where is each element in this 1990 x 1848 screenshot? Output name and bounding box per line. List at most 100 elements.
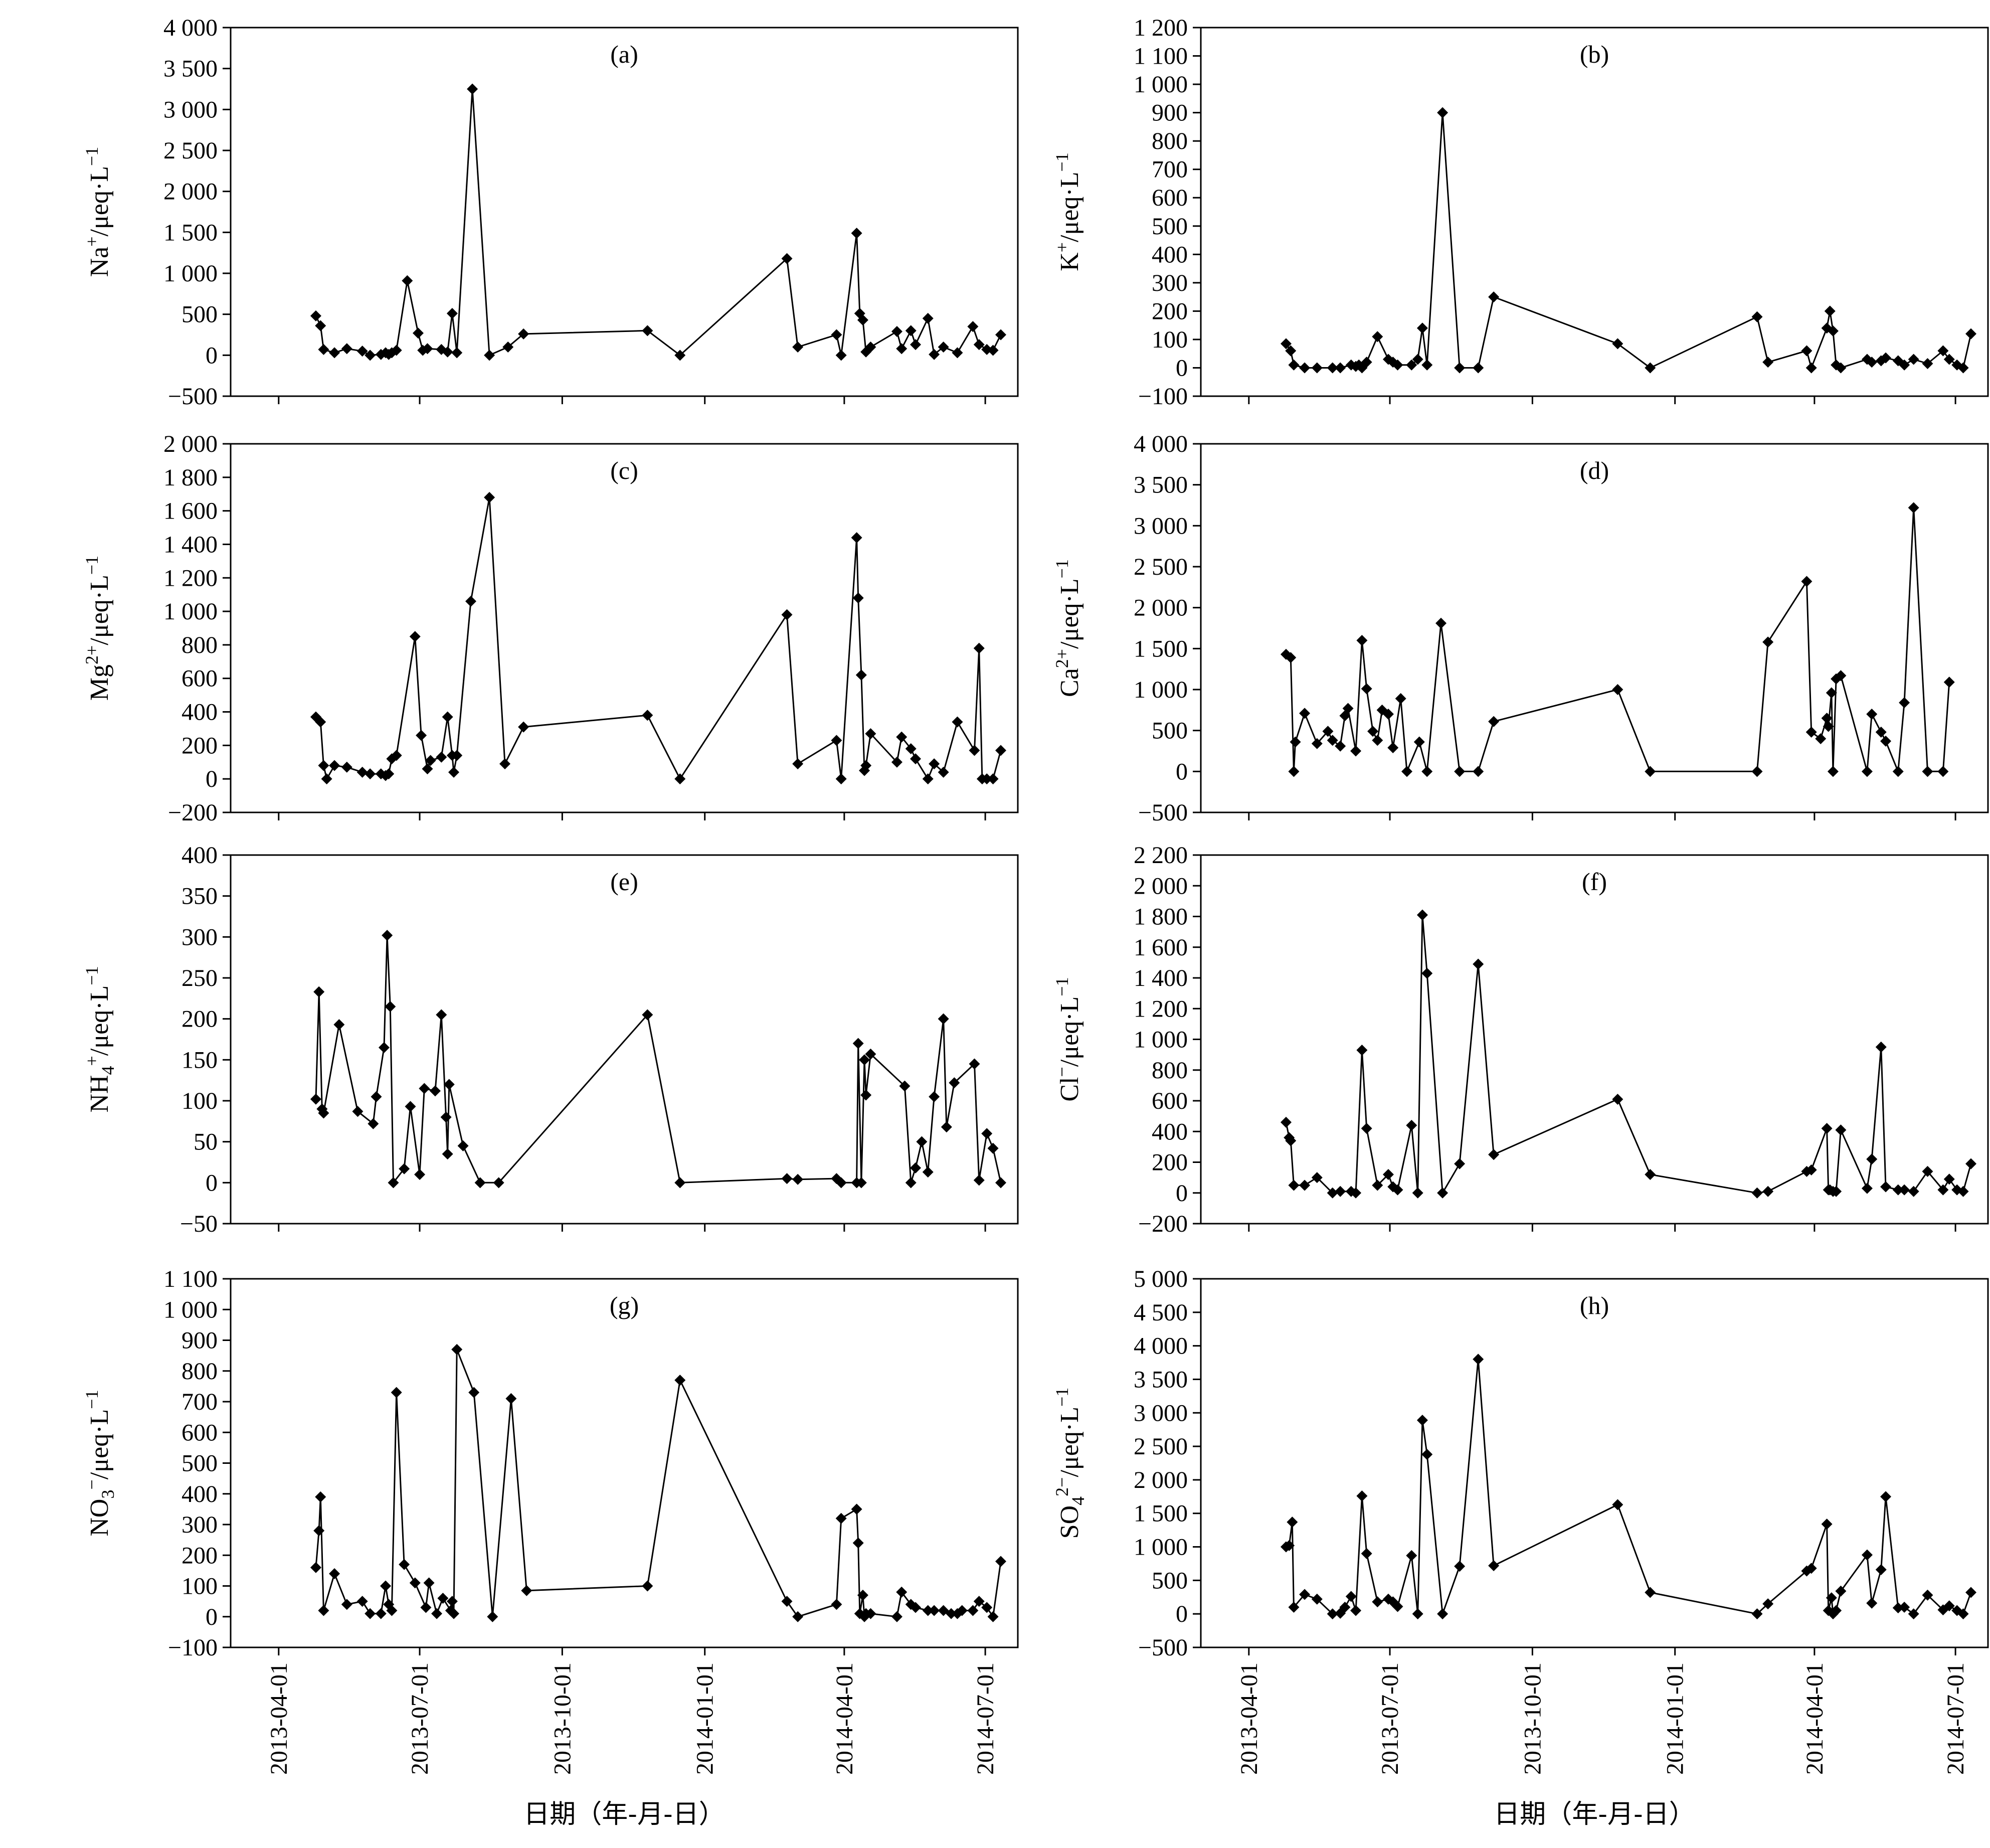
data-point [1392,359,1403,371]
data-point [1327,362,1338,374]
y-axis-label-part: SO [1055,1505,1084,1539]
y-tick-label: 100 [1152,326,1188,353]
data-point [484,350,495,361]
chart-panel-6: −200 0 200 400 600 800 1 000 1 200 1 400 1 600 1 8… [1052,842,1989,1237]
data-point [310,1562,321,1573]
data-point [857,314,868,326]
plot-frame [1200,27,1989,397]
y-tick-label: 300 [182,1511,218,1538]
data-point [1473,958,1484,970]
data-point [1880,1491,1892,1502]
y-tick-label: 700 [182,1389,218,1415]
chart-panel-8: −500 0 500 1 000 1 500 2 000 2 500 3 000 3 500 4 … [1052,1266,1989,1775]
data-point [1437,1187,1449,1199]
data-point [422,343,433,355]
data-point [1645,766,1656,777]
y-axis-label-part: Na [85,247,114,277]
y-axis-label-part: /μeq·L [85,575,114,645]
y-tick-label: 1 200 [1134,15,1188,41]
y-axis-label-part: 2− [1052,1477,1072,1496]
data-point [1866,1153,1878,1165]
y-tick-label: 200 [1152,1149,1188,1176]
y-tick-label: 3 500 [163,56,218,82]
data-point [835,1177,847,1189]
data-point [416,730,427,741]
data-point [1421,1449,1433,1460]
y-tick-label: 1 400 [163,531,218,558]
data-point [1908,1186,1919,1197]
y-tick-label: 2 000 [1134,595,1188,621]
data-point [987,773,999,785]
data-point [414,1169,426,1180]
data-point [929,758,940,770]
data-point [1866,709,1878,720]
data-point [1299,708,1311,719]
data-point [891,1611,902,1622]
data-point [1805,1563,1817,1574]
data-point [1327,1608,1338,1620]
data-point [1835,1585,1847,1597]
data-point [1875,1564,1887,1575]
data-point [865,728,876,739]
data-point [409,631,421,642]
y-tick-label: 3 000 [1134,513,1188,539]
data-point [315,320,326,331]
data-point [1965,1587,1977,1598]
data-point [391,345,402,356]
data-point [1957,1186,1969,1197]
data-point [329,1568,340,1579]
y-axis-label-part: /μeq·L [85,166,114,237]
data-point [831,735,842,746]
data-point [423,1577,435,1589]
y-axis-label: SO42−/μeq·L−1 [1052,1388,1088,1539]
data-point [946,1608,957,1619]
data-point [1866,357,1878,368]
data-point [1350,1187,1362,1199]
data-point [352,1106,364,1117]
data-point [1805,726,1817,738]
data-point [1937,1184,1949,1196]
y-tick-label: 900 [1152,100,1188,126]
data-point [1899,359,1910,371]
data-point [865,342,876,353]
data-point [1805,362,1817,374]
x-tick-label: 2014-01-01 [1662,1662,1689,1775]
panel-label: (e) [610,868,638,896]
data-point [674,1177,686,1189]
panel-label: (b) [1580,40,1609,68]
y-axis-label-part: −1 [82,556,102,575]
data-point [929,349,940,360]
data-point [505,1393,517,1404]
y-tick-label: 2 000 [163,431,218,457]
y-tick-label: 4 000 [1134,431,1188,457]
data-point [446,1596,458,1607]
y-tick-label: 1 500 [1134,635,1188,662]
data-point [499,758,511,770]
data-point [792,758,804,770]
data-point [1488,1149,1500,1160]
y-axis-label-part: /μeq·L [1055,1407,1084,1477]
data-point [1335,1186,1346,1197]
y-axis-label-part: −1 [1052,1388,1072,1407]
data-point [442,711,453,723]
y-tick-label: 2 500 [1134,554,1188,580]
data-point [518,721,529,733]
data-point [642,1580,653,1592]
y-tick-label: 1 600 [163,498,218,525]
data-point [781,1596,793,1607]
data-point [851,227,862,239]
y-tick-label: 1 100 [163,1266,218,1292]
data-point [451,750,463,761]
y-axis-label: Cl−/μeq·L−1 [1052,977,1084,1101]
y-tick-label: 1 000 [1134,677,1188,703]
y-tick-label: 1 000 [1134,71,1188,98]
data-point [910,339,922,351]
data-point [318,344,329,355]
series-line [1285,112,1972,369]
data-point [981,1602,993,1613]
y-axis-label-part: /μeq·L [1055,996,1084,1067]
data-point [1392,1184,1403,1196]
data-point [1345,1591,1357,1602]
y-axis-label: NH4+/μeq·L−1 [82,966,118,1112]
